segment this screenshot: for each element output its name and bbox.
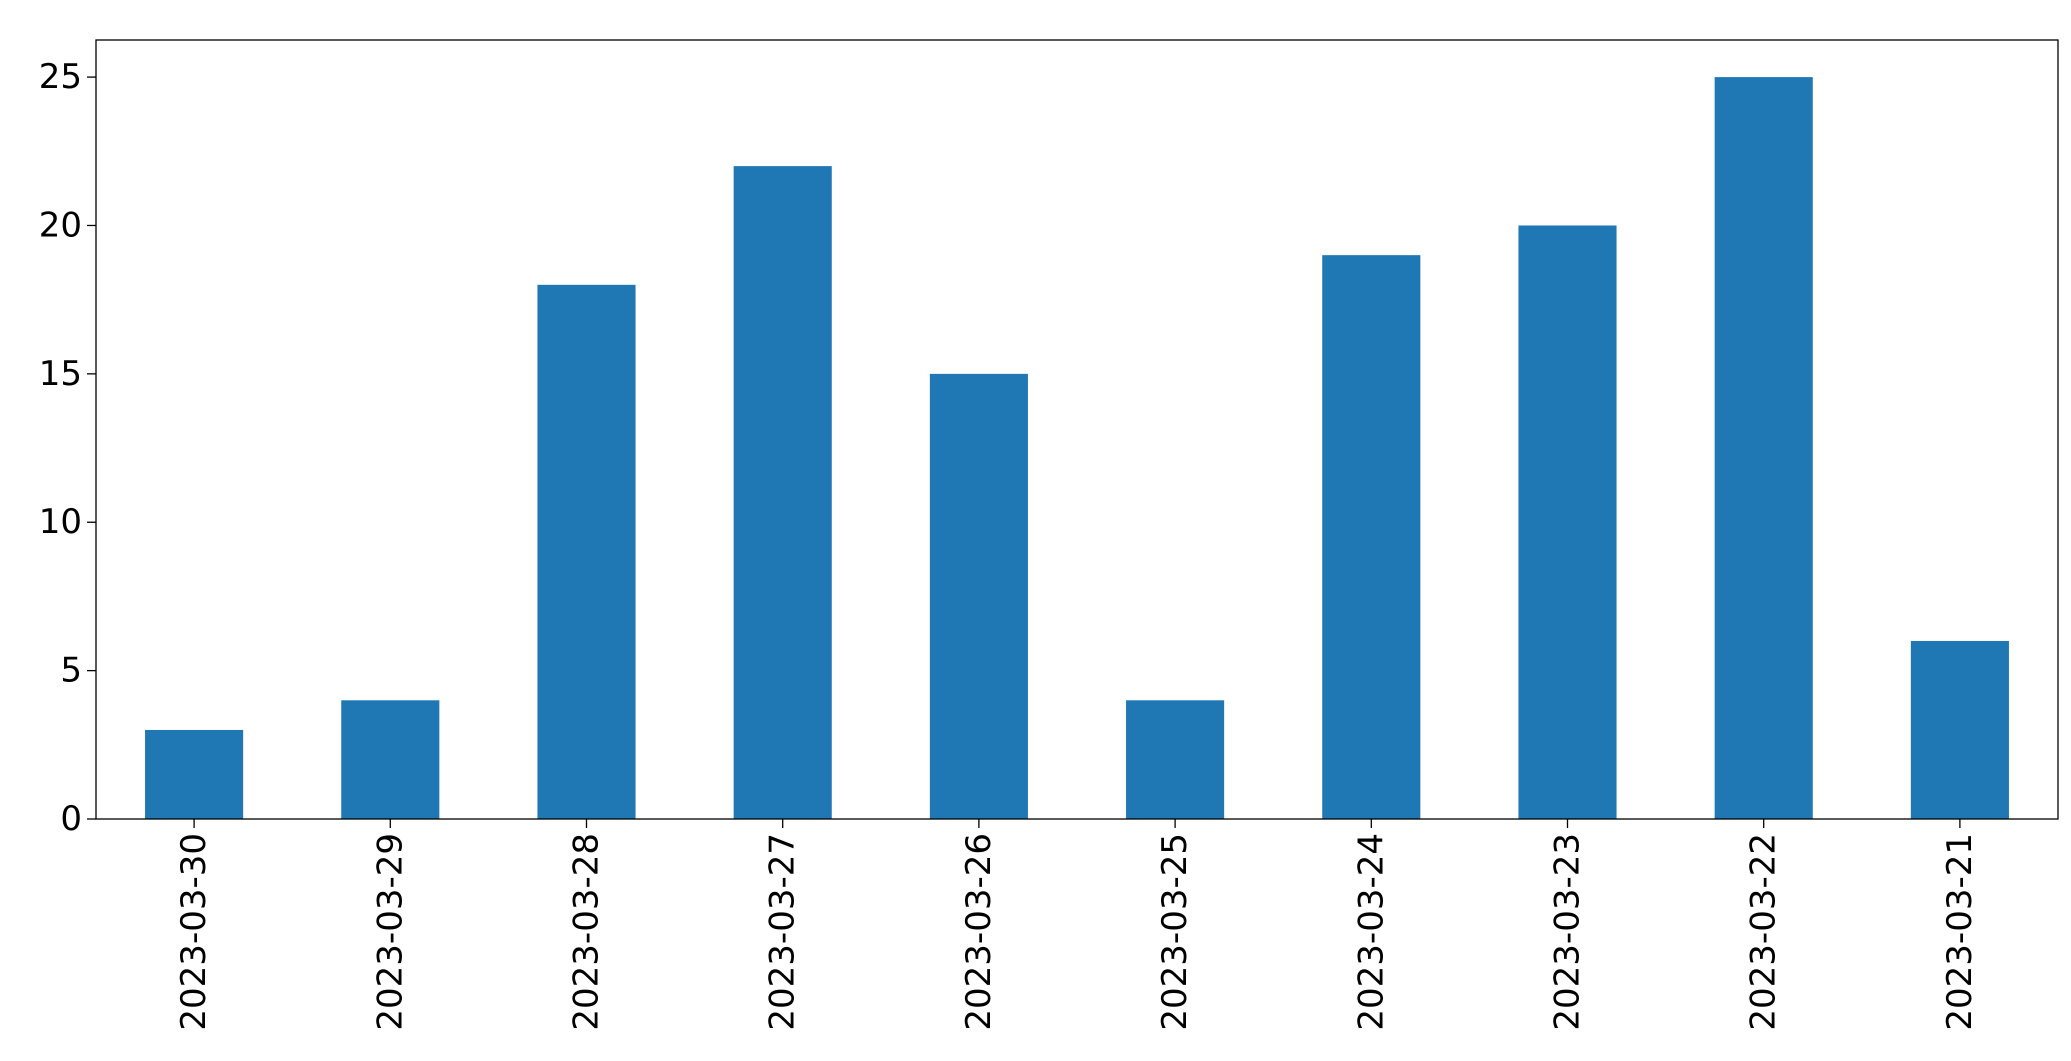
plot-frame <box>95 39 2059 820</box>
x-tick-label: 2023-03-24 <box>1351 833 1391 1031</box>
x-tick-label: 2023-03-21 <box>1940 833 1980 1031</box>
bar <box>1518 225 1617 819</box>
x-tick-label: 2023-03-29 <box>370 833 410 1031</box>
x-tick-label: 2023-03-26 <box>959 833 999 1031</box>
x-tick-label: 2023-03-23 <box>1548 833 1588 1031</box>
x-tick-label: 2023-03-28 <box>567 833 607 1031</box>
x-tick-label: 2023-03-27 <box>763 833 803 1031</box>
bar <box>1322 255 1421 820</box>
y-tick-label: 0 <box>60 799 82 839</box>
y-tick-label: 15 <box>39 354 82 394</box>
bar <box>1910 640 2009 819</box>
y-tick-label: 10 <box>39 502 82 542</box>
bar <box>733 166 832 820</box>
y-tick-label: 25 <box>39 57 82 97</box>
x-tick-label: 2023-03-25 <box>1155 833 1195 1031</box>
bar <box>537 284 636 819</box>
bar <box>929 373 1028 819</box>
y-tick-label: 20 <box>39 205 82 245</box>
bar <box>1714 77 1813 820</box>
y-tick-label: 5 <box>60 651 82 691</box>
bar <box>341 700 440 819</box>
x-tick-label: 2023-03-22 <box>1744 833 1784 1031</box>
x-tick-label: 2023-03-30 <box>174 833 214 1031</box>
bar <box>145 729 244 819</box>
bar <box>1126 700 1225 819</box>
